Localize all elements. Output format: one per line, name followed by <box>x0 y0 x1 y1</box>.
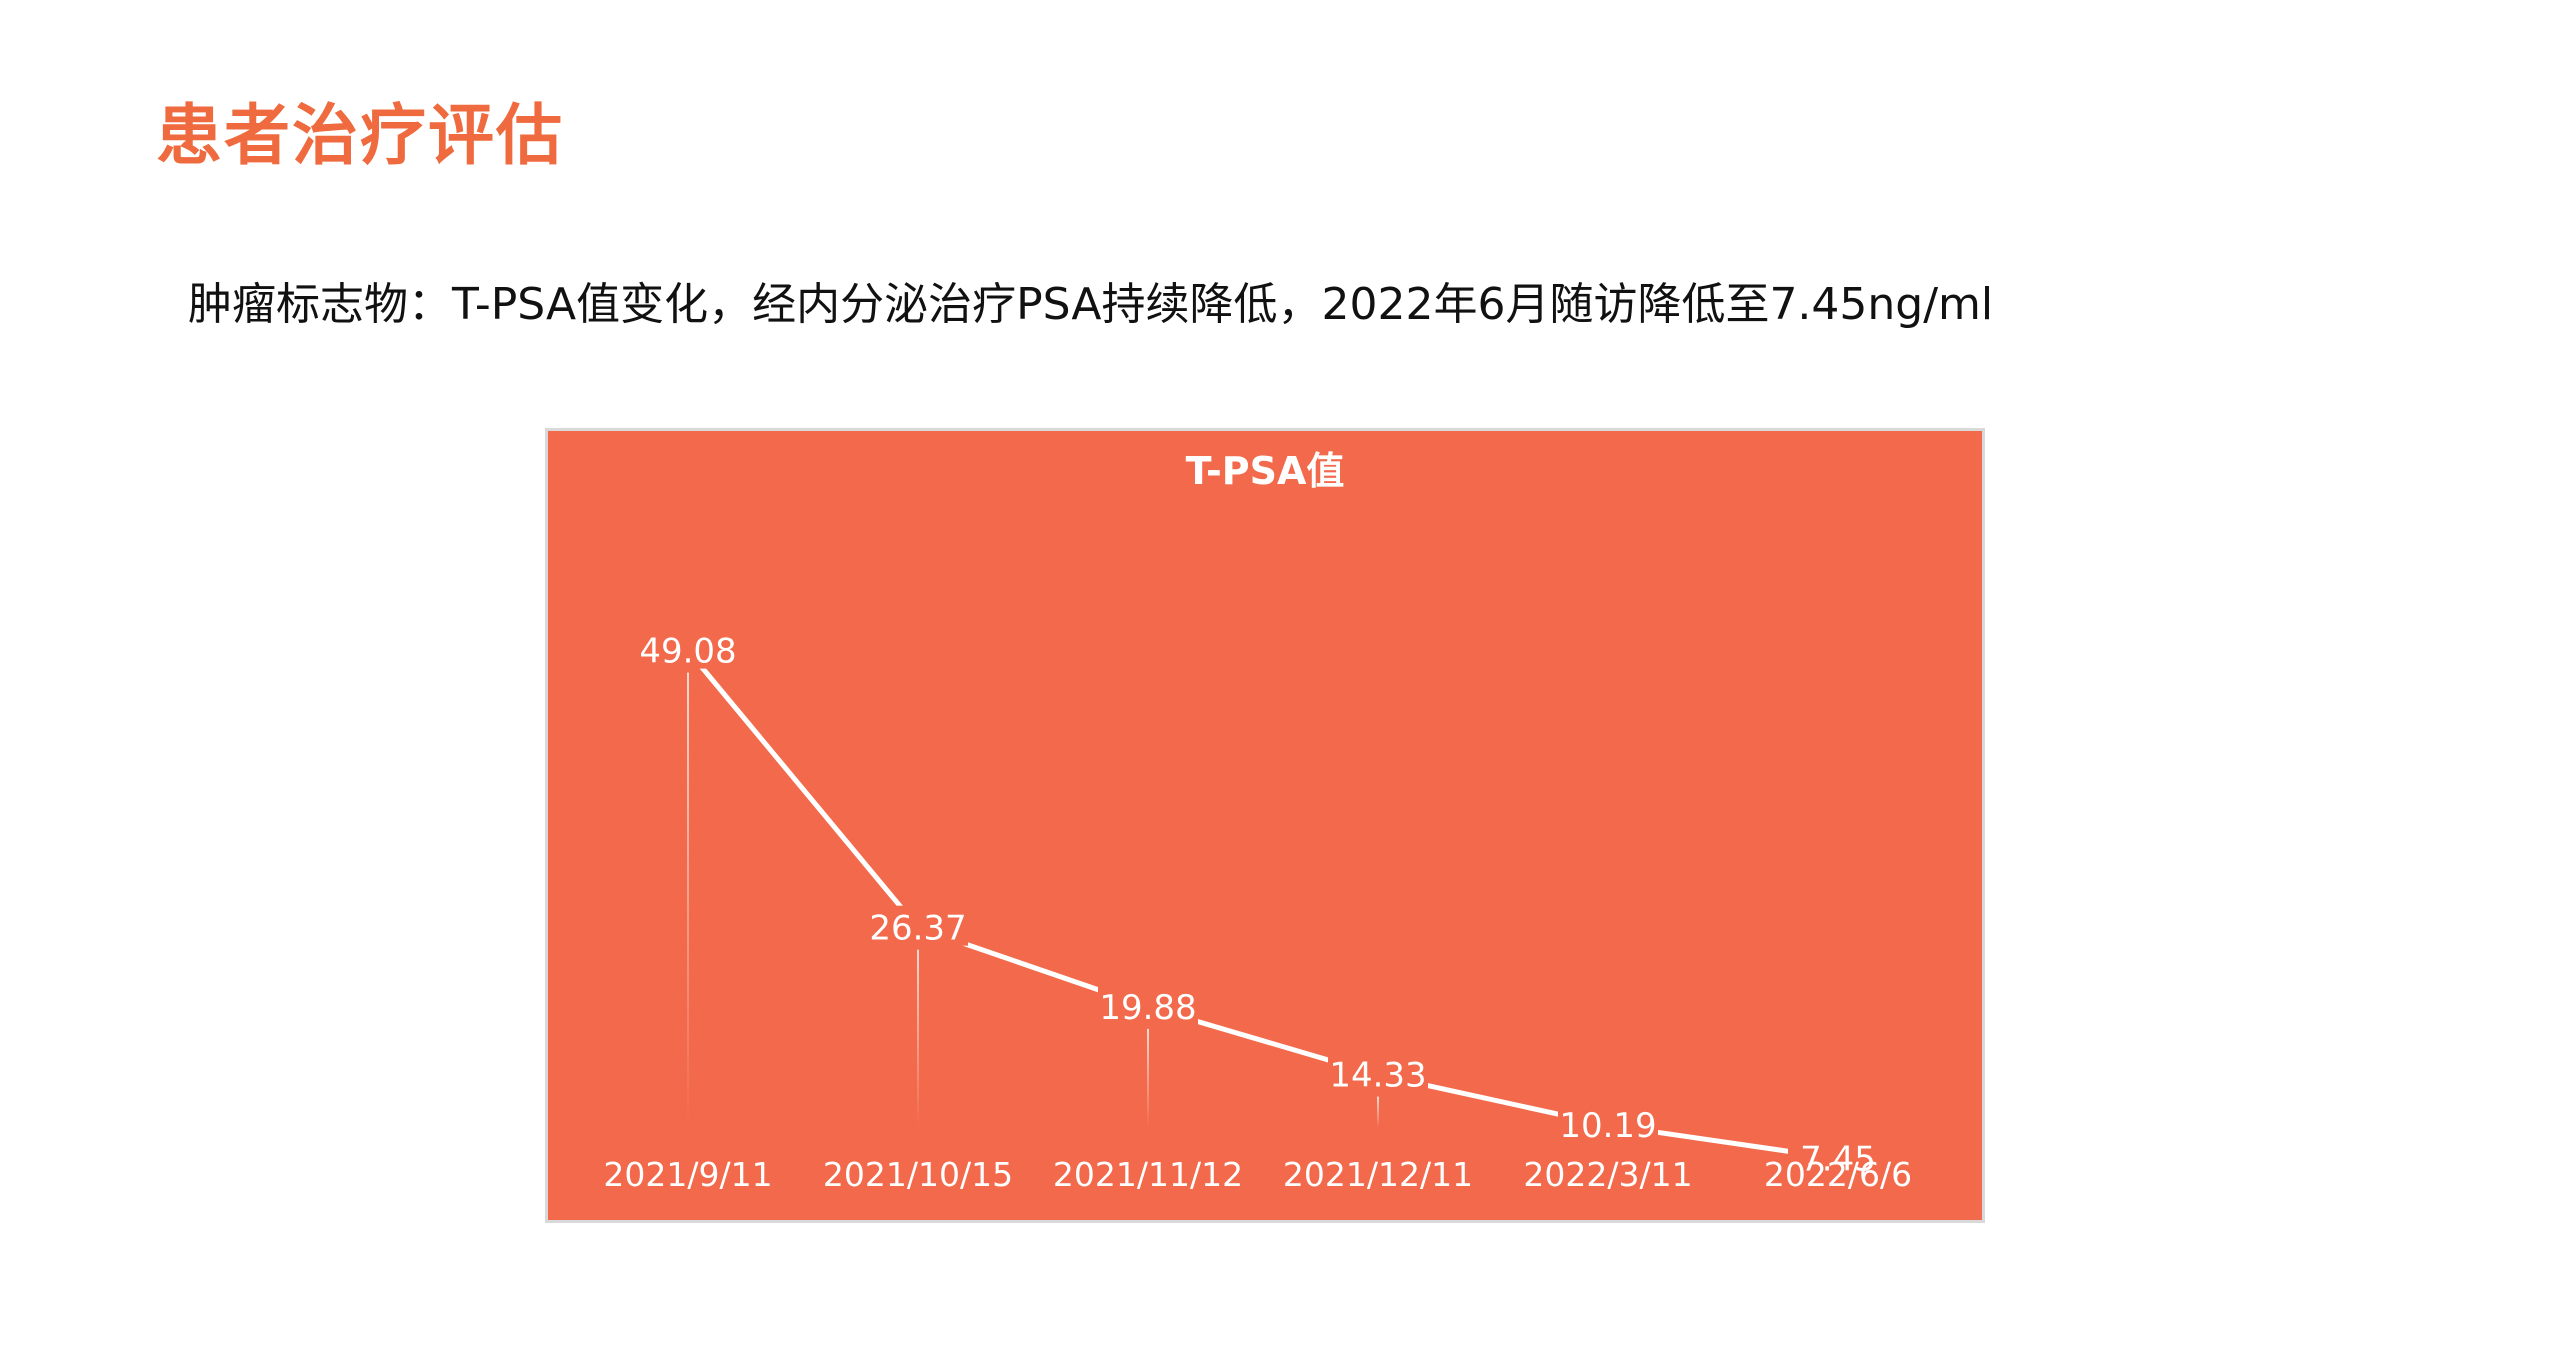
data-label-background <box>1788 1136 1888 1177</box>
x-tick-label: 2022/6/6 <box>1764 1155 1912 1194</box>
x-tick-label: 2021/11/12 <box>1053 1155 1243 1194</box>
data-label: 26.37 <box>869 909 966 949</box>
data-label-background <box>1558 1103 1658 1144</box>
data-label-background <box>638 628 738 669</box>
x-tick-label: 2022/3/11 <box>1523 1155 1692 1194</box>
x-tick-label: 2021/10/15 <box>823 1155 1013 1194</box>
x-tick-label: 2021/12/11 <box>1283 1155 1473 1194</box>
drop-lines <box>687 672 1379 1128</box>
data-labels: 49.08 26.37 19.88 14.33 10.19 7.45 <box>638 628 1888 1180</box>
chart-background <box>548 431 1982 1220</box>
drop-line <box>687 672 689 1128</box>
page-subtitle: 肿瘤标志物：T-PSA值变化，经内分泌治疗PSA持续降低，2022年6月随访降低… <box>188 279 1994 330</box>
data-label: 14.33 <box>1329 1056 1426 1096</box>
page-title: 患者治疗评估 <box>156 97 564 174</box>
chart-container: T-PSA值 49.08 26.37 19.88 14.33 10.19 7.45 202… <box>545 428 1985 1223</box>
data-label-background <box>868 905 968 946</box>
line-chart: T-PSA值 49.08 26.37 19.88 14.33 10.19 7.45 202… <box>548 431 1982 1220</box>
data-label-background <box>1328 1052 1428 1093</box>
data-label: 7.45 <box>1800 1140 1876 1180</box>
data-label: 19.88 <box>1099 988 1196 1028</box>
data-label: 10.19 <box>1559 1106 1656 1146</box>
data-label-background <box>1098 984 1198 1025</box>
drop-line <box>1147 1028 1149 1128</box>
drop-line <box>1377 1096 1379 1128</box>
drop-line <box>917 949 919 1128</box>
x-axis-labels: 2021/9/11 2021/10/15 2021/11/12 2021/12/11 2… <box>603 1155 1912 1194</box>
data-label: 49.08 <box>639 632 736 672</box>
x-tick-label: 2021/9/11 <box>603 1155 772 1194</box>
chart-title: T-PSA值 <box>1186 449 1345 493</box>
